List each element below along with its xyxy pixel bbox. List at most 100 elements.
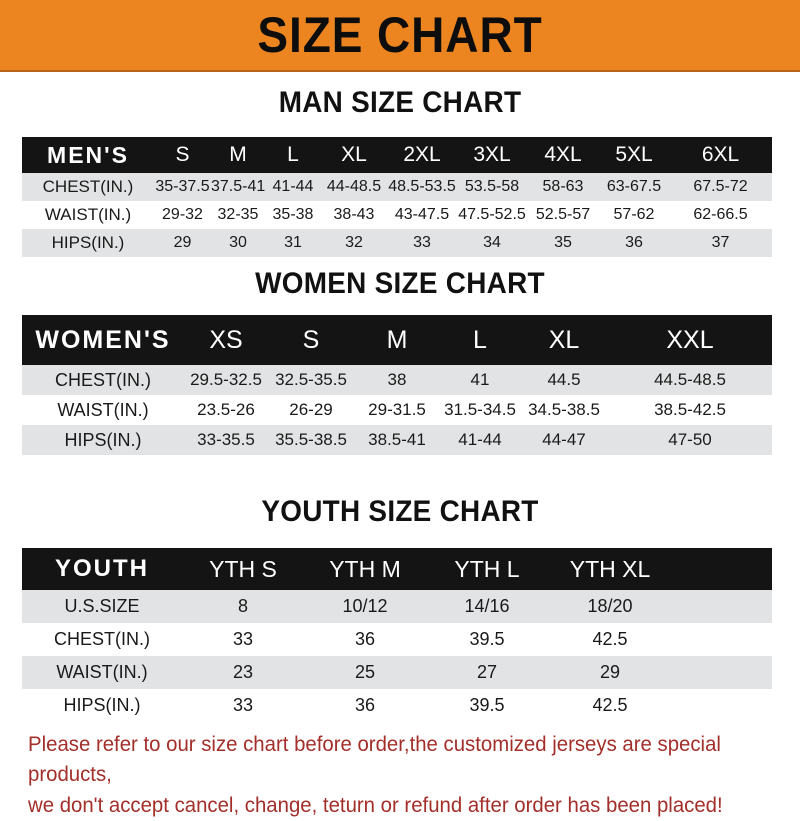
- man-size-table: MEN'S S M L XL 2XL 3XL 4XL 5XL 6XL CHEST…: [22, 137, 772, 257]
- man-cell-1-0: 29-32: [162, 206, 203, 223]
- youth-cell-1-1: 36: [354, 629, 376, 649]
- women-size-col-2: M: [386, 325, 408, 354]
- women-header-row: WOMEN'S XS S M L XL XXL: [22, 315, 772, 365]
- youth-cell-1-4: [672, 623, 772, 656]
- women-section-title: WOMEN SIZE CHART: [255, 267, 545, 300]
- table-row: WAIST(IN.) 29-32 32-35 35-38 38-43 43-47…: [22, 201, 772, 229]
- table-row: U.S.SIZE 8 10/12 14/16 18/20: [22, 590, 772, 623]
- women-cell-2-3: 41-44: [458, 430, 502, 449]
- youth-size-col-1: YTH M: [329, 555, 401, 582]
- youth-cell-2-1: 25: [354, 662, 376, 682]
- women-size-col-3: L: [473, 325, 487, 354]
- women-table-header: WOMEN'S XS S M L XL XXL: [22, 315, 772, 365]
- youth-size-table: YOUTH YTH S YTH M YTH L YTH XL U.S.SIZE …: [22, 548, 772, 722]
- man-cell-0-6: 58-63: [542, 178, 584, 195]
- youth-cell-1-2: 39.5: [469, 629, 505, 649]
- man-cell-0-0: 35-37.5: [155, 178, 210, 195]
- man-cell-2-1: 30: [229, 234, 247, 251]
- youth-cell-0-4: [672, 590, 772, 623]
- man-cell-2-5: 34: [483, 234, 501, 251]
- man-cell-0-5: 53.5-58: [464, 178, 520, 195]
- youth-row-label-1: CHEST(IN.): [54, 629, 150, 649]
- man-size-col-0: S: [175, 143, 190, 166]
- man-cell-0-7: 63-67.5: [606, 178, 662, 195]
- youth-cell-3-2: 39.5: [469, 695, 505, 715]
- women-size-col-0: XS: [209, 325, 243, 354]
- women-cell-0-5: 44.5-48.5: [654, 370, 726, 389]
- youth-cell-3-1: 36: [354, 695, 376, 715]
- women-row-label-1: WAIST(IN.): [57, 399, 149, 420]
- women-cell-1-3: 31.5-34.5: [444, 400, 516, 419]
- women-cell-2-1: 35.5-38.5: [275, 430, 347, 449]
- man-table-body: CHEST(IN.) 35-37.5 37.5-41 41-44 44-48.5…: [22, 173, 772, 257]
- youth-table-body: U.S.SIZE 8 10/12 14/16 18/20 CHEST(IN.) …: [22, 590, 772, 722]
- youth-cell-2-3: 29: [599, 662, 621, 682]
- man-cell-1-7: 57-62: [613, 206, 655, 223]
- youth-cell-0-0: 8: [237, 596, 248, 616]
- youth-cell-3-3: 42.5: [592, 695, 628, 715]
- man-cell-2-2: 31: [284, 234, 302, 251]
- man-size-col-2: L: [287, 143, 299, 166]
- man-cell-2-7: 36: [625, 234, 643, 251]
- women-cell-2-0: 33-35.5: [197, 430, 255, 449]
- man-cell-1-3: 38-43: [333, 206, 375, 223]
- man-cell-0-8: 67.5-72: [693, 178, 748, 195]
- man-cell-2-3: 32: [345, 234, 363, 251]
- women-row-label-2: HIPS(IN.): [64, 429, 142, 450]
- man-cell-0-2: 41-44: [272, 178, 314, 195]
- man-size-col-4: 2XL: [403, 143, 441, 166]
- women-cell-0-1: 32.5-35.5: [275, 370, 347, 389]
- youth-size-col-3: YTH XL: [569, 555, 651, 582]
- women-cell-1-2: 29-31.5: [368, 400, 426, 419]
- man-section-title: MAN SIZE CHART: [278, 86, 522, 119]
- man-cell-0-1: 37.5-41: [211, 178, 266, 195]
- man-cell-1-2: 35-38: [272, 206, 314, 223]
- youth-header-row: YOUTH YTH S YTH M YTH L YTH XL: [22, 548, 772, 590]
- women-cell-1-1: 26-29: [289, 400, 333, 419]
- man-cell-2-6: 35: [554, 234, 572, 251]
- youth-cell-2-2: 27: [476, 662, 498, 682]
- man-cell-1-5: 47.5-52.5: [458, 206, 526, 223]
- table-row: CHEST(IN.) 35-37.5 37.5-41 41-44 44-48.5…: [22, 173, 772, 201]
- women-cell-0-0: 29.5-32.5: [190, 370, 262, 389]
- youth-table-header: YOUTH YTH S YTH M YTH L YTH XL: [22, 548, 772, 590]
- youth-row-label-2: WAIST(IN.): [56, 662, 148, 682]
- man-size-col-6: 4XL: [544, 143, 582, 166]
- man-size-col-8: 6XL: [701, 143, 740, 166]
- table-row: HIPS(IN.) 33 36 39.5 42.5: [22, 689, 772, 722]
- youth-cell-0-1: 10/12: [342, 596, 388, 616]
- women-corner-label: WOMEN'S: [35, 325, 171, 354]
- order-policy-notice: Please refer to our size chart before or…: [28, 730, 754, 821]
- women-cell-1-5: 38.5-42.5: [654, 400, 726, 419]
- youth-row-label-0: U.S.SIZE: [64, 596, 140, 616]
- page-header-banner: SIZE CHART: [0, 0, 800, 72]
- man-cell-0-3: 44-48.5: [326, 178, 382, 195]
- youth-section-title: YOUTH SIZE CHART: [261, 495, 539, 528]
- table-row: WAIST(IN.) 23 25 27 29: [22, 656, 772, 689]
- youth-cell-1-3: 42.5: [592, 629, 628, 649]
- women-cell-1-0: 23.5-26: [197, 400, 255, 419]
- man-row-label-2: HIPS(IN.): [51, 233, 125, 252]
- man-corner-label: MEN'S: [47, 141, 129, 168]
- table-row: CHEST(IN.) 29.5-32.5 32.5-35.5 38 41 44.…: [22, 365, 772, 395]
- man-cell-1-6: 52.5-57: [535, 206, 591, 223]
- table-row: HIPS(IN.) 29 30 31 32 33 34 35 36 37: [22, 229, 772, 257]
- table-row: HIPS(IN.) 33-35.5 35.5-38.5 38.5-41 41-4…: [22, 425, 772, 455]
- youth-cell-3-0: 33: [232, 695, 254, 715]
- women-cell-2-4: 44-47: [542, 430, 586, 449]
- women-cell-0-4: 44.5: [547, 370, 581, 389]
- youth-cell-3-4: [672, 689, 772, 722]
- youth-size-col-0: YTH S: [209, 555, 277, 582]
- youth-cell-0-3: 18/20: [587, 596, 633, 616]
- man-cell-2-0: 29: [173, 234, 192, 251]
- man-size-col-3: XL: [341, 143, 367, 166]
- women-size-col-1: S: [302, 325, 320, 354]
- man-row-label-0: CHEST(IN.): [42, 177, 134, 196]
- youth-cell-2-0: 23: [232, 662, 254, 682]
- women-cell-2-2: 38.5-41: [368, 430, 426, 449]
- notice-line-1: Please refer to our size chart before or…: [28, 733, 721, 787]
- man-cell-1-8: 62-66.5: [693, 206, 748, 223]
- women-row-label-0: CHEST(IN.): [55, 369, 151, 390]
- women-size-col-4: XL: [548, 325, 580, 354]
- youth-size-col-4: [672, 548, 772, 590]
